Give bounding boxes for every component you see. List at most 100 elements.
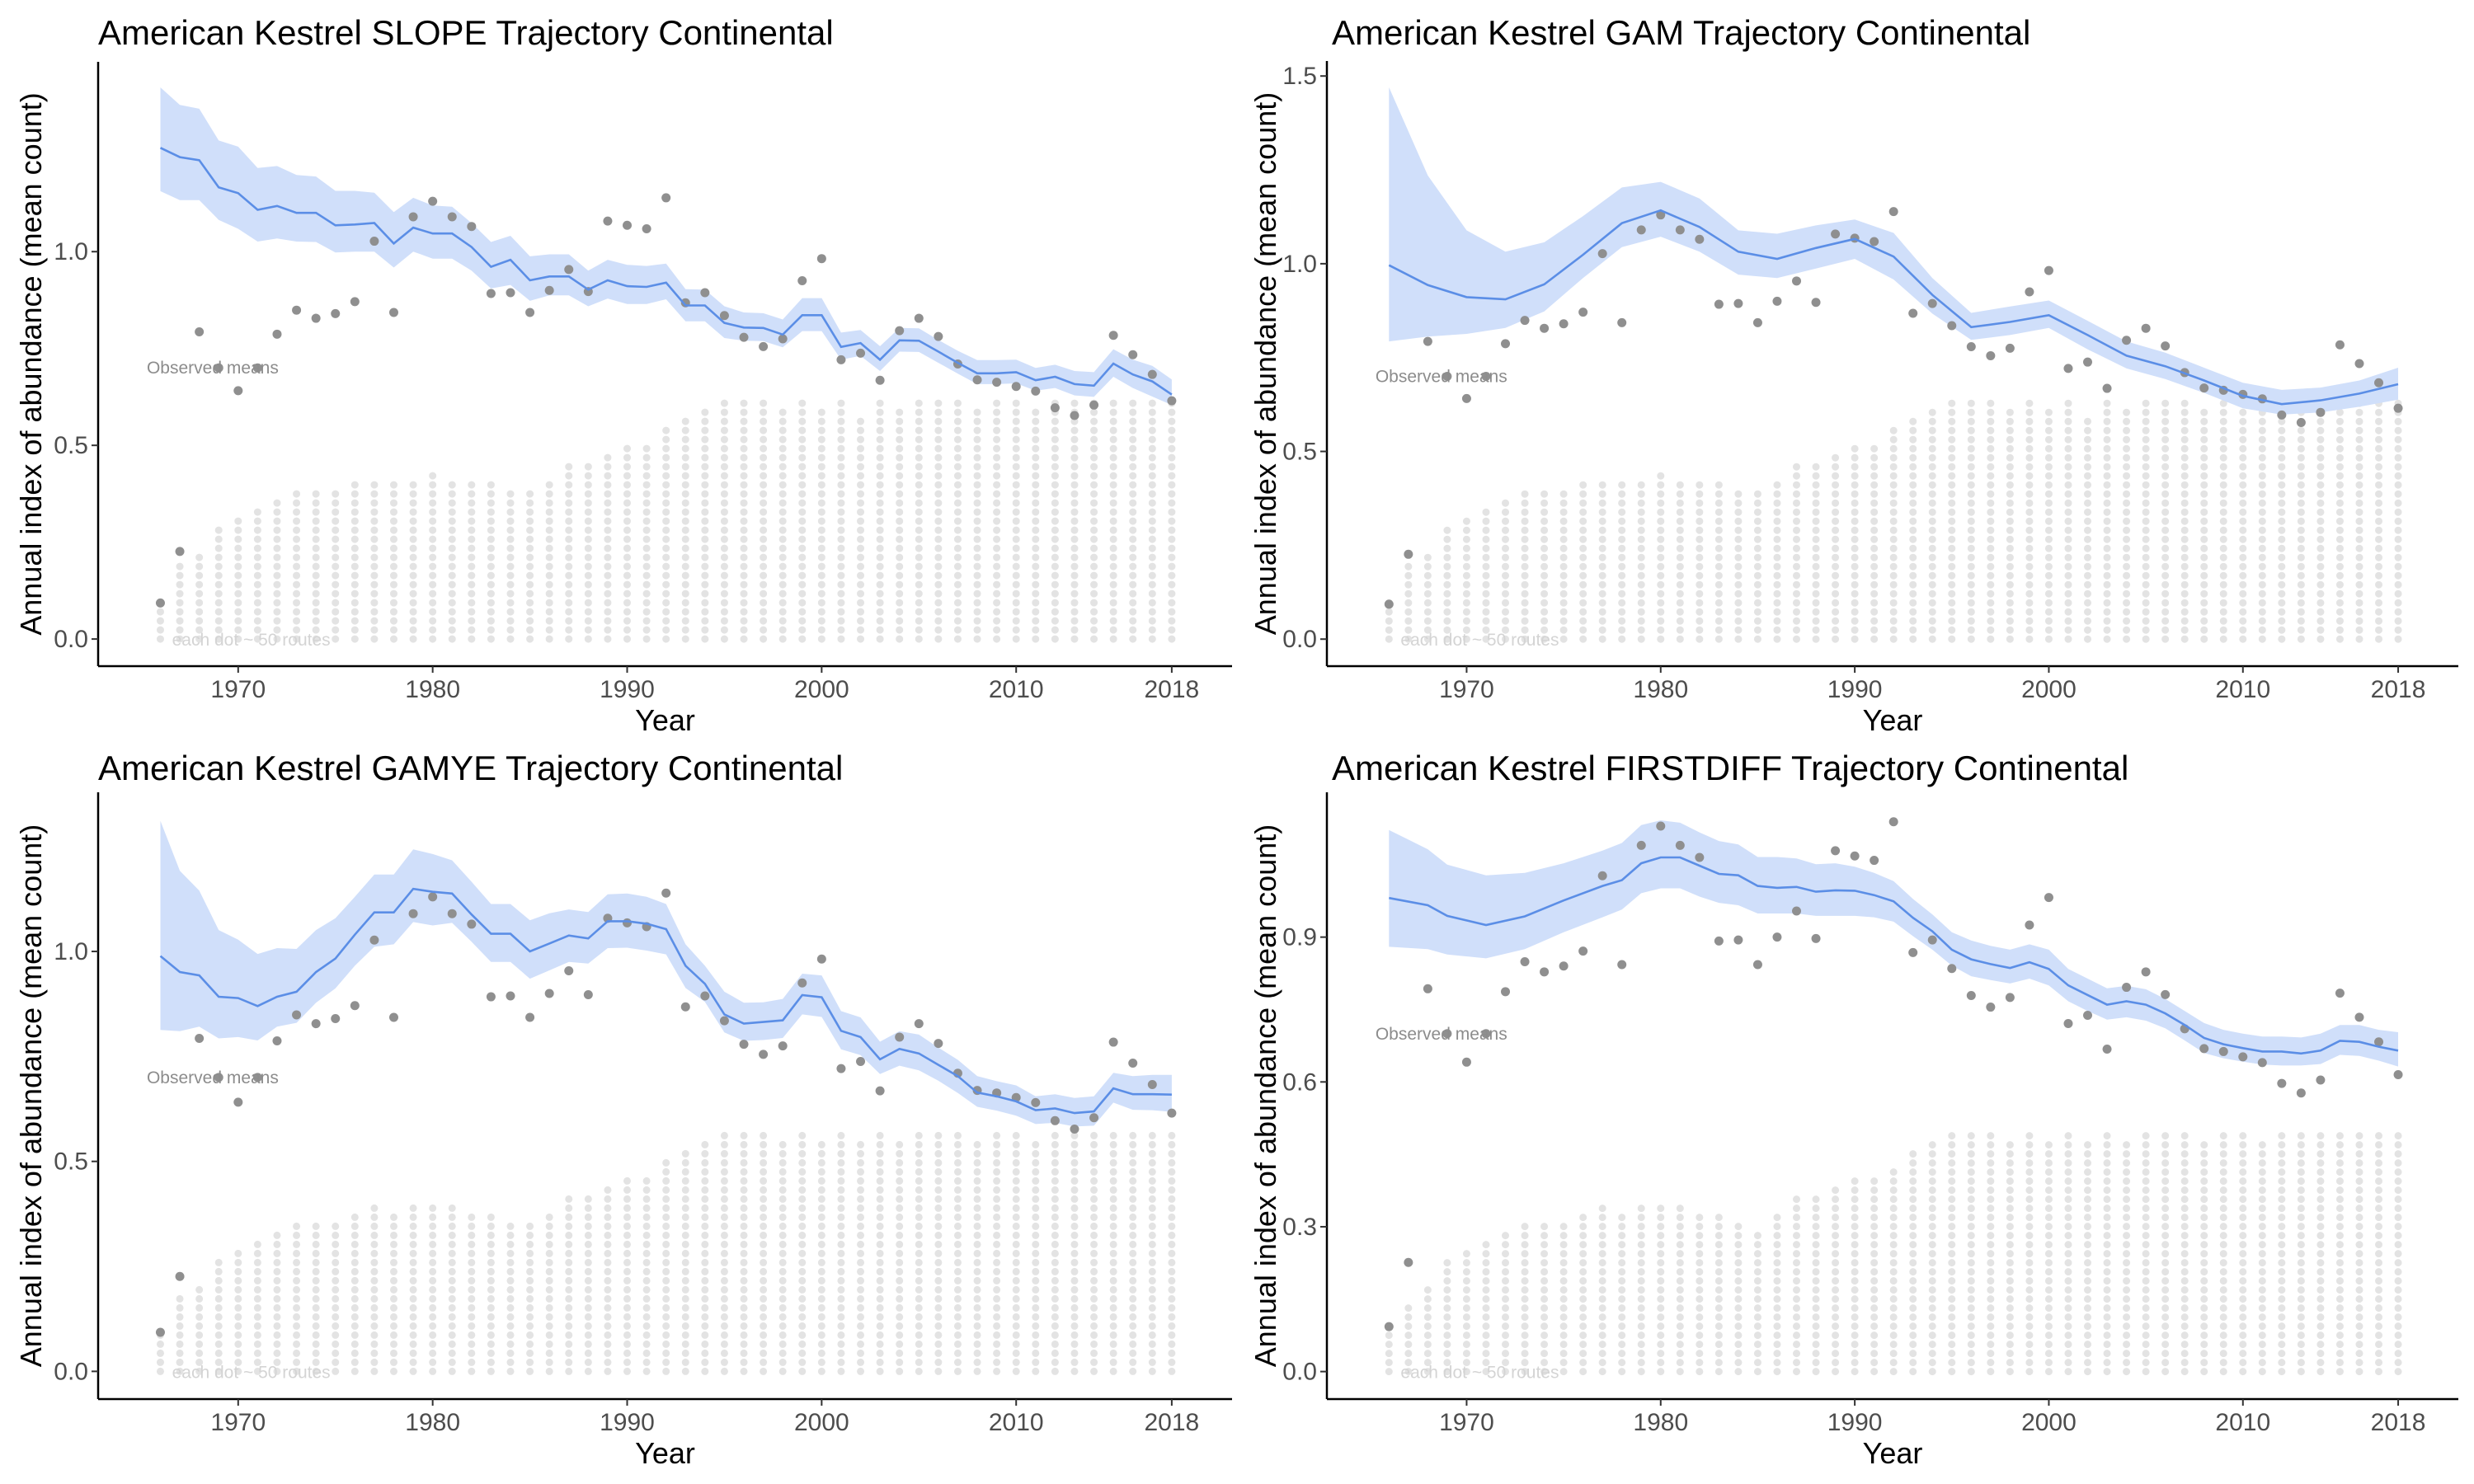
observed-mean-point: [1031, 1097, 1041, 1107]
observed-mean-point: [233, 386, 243, 396]
observed-mean-point: [661, 888, 671, 898]
observed-mean-point: [1850, 851, 1860, 861]
observed-mean-point: [1128, 350, 1138, 359]
x-tick-label: 1970: [210, 676, 266, 703]
observed-mean-point: [623, 220, 633, 230]
observed-mean-point: [972, 375, 982, 385]
observed-mean-point: [700, 991, 710, 1001]
observed-mean-point: [1384, 1322, 1394, 1331]
observed-mean-point: [1695, 234, 1705, 244]
observed-mean-point: [155, 1327, 165, 1337]
observed-mean-point: [388, 1012, 398, 1022]
observed-mean-point: [1501, 987, 1511, 997]
observed-mean-point: [856, 1056, 866, 1066]
plot-area: 1970 1980 1990 2000 2010 2018 0.0 0.5 1.0 1.5: [1282, 61, 2458, 703]
observed-mean-point: [934, 331, 943, 341]
observed-mean-point: [311, 1019, 321, 1029]
chart-title: American Kestrel GAMYE Trajectory Contin…: [98, 749, 843, 787]
observed-mean-point: [1404, 549, 1413, 559]
observed-mean-point: [467, 222, 477, 232]
observed-mean-point: [408, 212, 418, 222]
observed-means-label: Observed means: [147, 359, 279, 378]
observed-mean-point: [2257, 1058, 2267, 1068]
panel-slope: 1970 1980 1990 2000 2010 2018 0.0 0.5 1.0 Americ…: [14, 13, 1232, 737]
panel-gamye: 1970 1980 1990 2000 2010 2018 0.0 0.5 1.0 Americ…: [14, 749, 1232, 1470]
x-axis-title: Year: [1863, 1436, 1923, 1470]
observed-mean-point: [778, 1041, 788, 1051]
observed-mean-point: [797, 978, 807, 988]
y-tick-label: 0.0: [1282, 626, 1317, 653]
observed-mean-point: [2102, 383, 2112, 393]
observed-mean-point: [1831, 229, 1841, 239]
observed-mean-point: [252, 363, 262, 373]
observed-mean-point: [350, 297, 360, 307]
observed-mean-point: [195, 327, 205, 337]
observed-mean-point: [1811, 298, 1821, 308]
y-tick-label: 0.5: [54, 1148, 88, 1176]
x-tick-label: 2000: [2021, 1409, 2077, 1436]
observed-mean-point: [2083, 1011, 2093, 1021]
y-tick-label: 0.5: [1282, 439, 1317, 466]
observed-mean-point: [1927, 935, 1937, 945]
observed-mean-point: [1888, 817, 1898, 827]
observed-mean-point: [2296, 417, 2306, 427]
y-tick-label: 0.0: [54, 626, 88, 653]
trajectory-line: [1389, 856, 2399, 1055]
x-tick-label: 1990: [1827, 1409, 1883, 1436]
observed-mean-point: [2316, 407, 2326, 417]
x-tick-label: 2000: [2021, 676, 2077, 703]
observed-mean-point: [1617, 317, 1627, 327]
x-tick-label: 2018: [1145, 676, 1200, 703]
observed-mean-point: [1752, 960, 1762, 970]
observed-mean-point: [2354, 1012, 2364, 1022]
observed-mean-point: [816, 254, 826, 264]
observed-mean-point: [1636, 225, 1646, 235]
x-tick-label: 1980: [405, 1409, 460, 1436]
observed-mean-point: [759, 1050, 769, 1059]
observed-mean-point: [2161, 989, 2171, 999]
observed-mean-point: [1559, 319, 1569, 329]
observed-mean-point: [1927, 298, 1937, 308]
observed-mean-point: [680, 1002, 690, 1012]
chart-title: American Kestrel GAM Trajectory Continen…: [1332, 13, 2030, 52]
observed-mean-point: [1656, 210, 1666, 220]
observed-mean-point: [1908, 947, 1918, 957]
observed-mean-point: [1108, 331, 1118, 340]
observed-mean-point: [1908, 308, 1918, 318]
observed-mean-point: [816, 954, 826, 964]
observed-mean-point: [895, 326, 905, 336]
observed-mean-point: [836, 355, 846, 364]
observed-mean-point: [719, 311, 729, 321]
observed-mean-point: [1733, 298, 1743, 308]
observed-mean-point: [292, 305, 302, 315]
observed-mean-point: [467, 919, 477, 929]
observed-mean-point: [1167, 1108, 1177, 1118]
observed-mean-point: [1695, 852, 1705, 862]
credible-interval-ribbon: [1389, 820, 2398, 1067]
observed-mean-point: [739, 332, 749, 342]
observed-mean-point: [1031, 386, 1041, 396]
observed-mean-point: [2083, 357, 2093, 367]
observed-mean-point: [914, 1019, 924, 1029]
observed-mean-point: [914, 313, 924, 323]
y-axis-title: Annual index of abundance (mean count): [1249, 92, 1282, 635]
route-dots-label: each dot ~ 50 routes: [172, 631, 331, 650]
x-tick-label: 2000: [794, 676, 849, 703]
observed-mean-point: [1423, 336, 1432, 346]
observed-mean-point: [564, 265, 574, 275]
x-tick-label: 1990: [600, 1409, 655, 1436]
observed-mean-point: [1986, 350, 1996, 360]
observed-mean-point: [1597, 249, 1607, 259]
observed-mean-point: [2005, 343, 2015, 353]
x-tick-label: 2018: [2371, 676, 2426, 703]
observed-mean-point: [836, 1064, 846, 1073]
observed-mean-point: [1070, 1124, 1079, 1134]
chart-title: American Kestrel FIRSTDIFF Trajectory Co…: [1332, 749, 2128, 787]
observed-mean-point: [1442, 371, 1452, 381]
observed-mean-point: [544, 989, 554, 998]
observed-mean-point: [1870, 237, 1879, 247]
x-tick-label: 2010: [2215, 1409, 2270, 1436]
y-tick-label: 0.3: [1282, 1214, 1317, 1241]
observed-mean-point: [1675, 840, 1685, 850]
